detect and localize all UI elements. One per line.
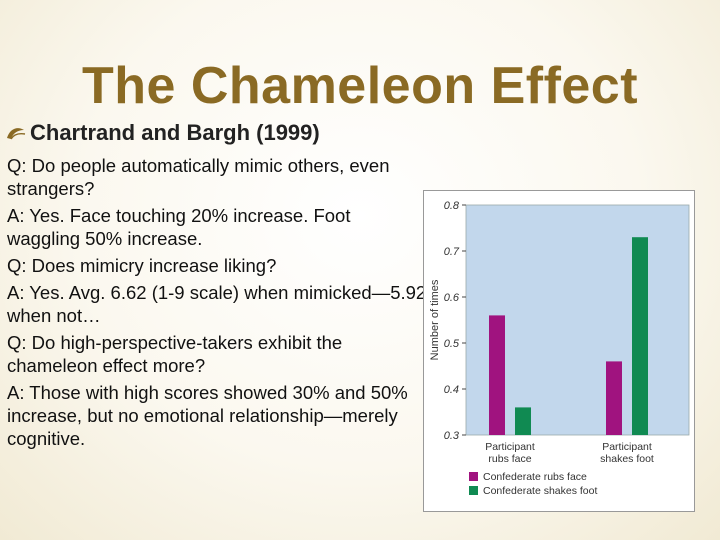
subtitle: Chartrand and Bargh (1999)	[30, 120, 320, 145]
paragraph-q3: Q: Do high-perspective-takers exhibit th…	[7, 332, 343, 376]
bar-shakes-foot-2	[632, 237, 648, 435]
chart-container: 0.3 0.4 0.5 0.6 0.7 0.8 Number of times Partici…	[423, 190, 695, 512]
paragraph-a2: A: Yes. Avg. 6.62 (1-9 scale) when mimic…	[7, 282, 427, 326]
y-tick-label: 0.4	[444, 384, 459, 396]
x-category-label: shakes foot	[600, 453, 654, 465]
legend-label: Confederate rubs face	[483, 471, 587, 483]
legend-label: Confederate shakes foot	[483, 485, 597, 497]
bar-chart: 0.3 0.4 0.5 0.6 0.7 0.8 Number of times Partici…	[429, 200, 690, 497]
paragraph-a3: A: Those with high scores showed 30% and…	[7, 382, 408, 449]
y-tick-label: 0.7	[444, 246, 460, 258]
y-axis-label: Number of times	[429, 279, 441, 360]
paragraph-q2: Q: Does mimicry increase liking?	[7, 255, 277, 276]
paragraph-q1: Q: Do people automatically mimic others,…	[7, 155, 390, 199]
ornament-bullet-icon	[7, 128, 26, 140]
x-category-label: rubs face	[488, 453, 531, 465]
x-category-label: Participant	[602, 441, 652, 453]
slide-title: The Chameleon Effect	[81, 57, 639, 115]
legend-swatch	[469, 486, 478, 495]
y-tick-label: 0.6	[444, 292, 460, 304]
y-tick-label: 0.3	[444, 430, 460, 442]
y-tick-label: 0.8	[444, 200, 460, 212]
bar-shakes-foot-1	[515, 407, 531, 435]
bar-rubs-face-2	[606, 361, 622, 435]
subtitle-row: Chartrand and Bargh (1999)	[4, 120, 320, 146]
bar-rubs-face-1	[489, 315, 505, 435]
x-category-label: Participant	[485, 441, 535, 453]
y-tick-label: 0.5	[444, 338, 460, 350]
paragraph-a1: A: Yes. Face touching 20% increase. Foot…	[7, 205, 351, 249]
body-text: Q: Do people automatically mimic others,…	[7, 154, 427, 454]
legend-swatch	[469, 472, 478, 481]
